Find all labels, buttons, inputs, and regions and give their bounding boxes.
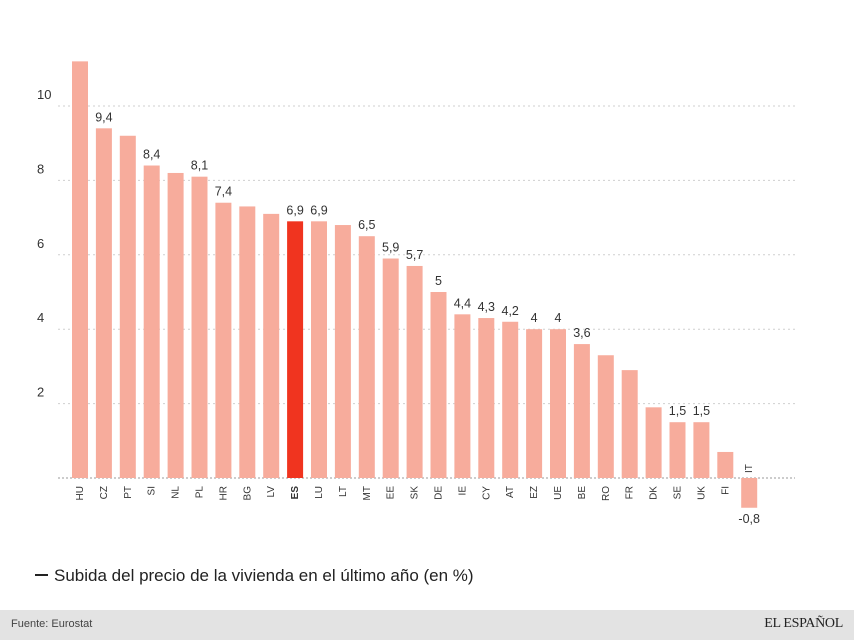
category-label: FI bbox=[720, 486, 731, 495]
category-label: DE bbox=[434, 486, 445, 500]
category-label: SI bbox=[147, 486, 158, 495]
category-label: IT bbox=[744, 464, 755, 473]
category-label: CY bbox=[481, 486, 492, 500]
bar-be bbox=[573, 344, 590, 478]
data-label: 9,4 bbox=[95, 110, 112, 124]
data-label: 6,9 bbox=[310, 203, 327, 217]
bar-ue bbox=[550, 329, 566, 478]
bar-uk bbox=[693, 422, 710, 478]
category-label: SK bbox=[410, 486, 421, 500]
category-label: LU bbox=[314, 486, 325, 499]
bar-lt bbox=[334, 225, 351, 478]
bar-fi bbox=[717, 451, 734, 478]
category-label: LT bbox=[338, 486, 349, 497]
bar-chart: 2 4 6 8 10 HU 9,4 CZ PT 8,4 SI NL 8,1 PL 7,4 HR BG LV 6,9 E… bbox=[37, 61, 795, 526]
legend-text: Subida del precio de la vivienda en el ú… bbox=[54, 566, 474, 585]
bar-cz bbox=[95, 128, 112, 478]
data-label: 4,4 bbox=[454, 296, 471, 310]
y-tick-label: 6 bbox=[37, 236, 44, 251]
category-label: EZ bbox=[529, 486, 540, 499]
chart-svg: 2 4 6 8 10 HU 9,4 CZ PT 8,4 SI NL 8,1 PL 7,4 HR BG LV 6,9 E… bbox=[37, 61, 795, 526]
bar-nl bbox=[167, 172, 184, 478]
bar-it bbox=[741, 478, 758, 508]
bar-lv bbox=[263, 213, 280, 478]
data-label: -0,8 bbox=[738, 512, 760, 526]
bar-dk bbox=[645, 407, 662, 478]
category-label: NL bbox=[171, 486, 182, 499]
category-label: AT bbox=[505, 486, 516, 498]
bar-fr bbox=[621, 370, 638, 478]
data-label: 6,9 bbox=[286, 203, 303, 217]
category-label: FR bbox=[625, 486, 636, 499]
bar-ee bbox=[382, 258, 399, 478]
bar-hu bbox=[72, 61, 88, 479]
bar-si bbox=[143, 165, 160, 478]
data-label: 4 bbox=[555, 311, 562, 325]
y-tick-label: 2 bbox=[37, 385, 44, 400]
source-note: Fuente: Eurostat bbox=[11, 618, 93, 630]
bar-hr bbox=[215, 202, 232, 478]
category-label: PT bbox=[123, 486, 134, 499]
bar-sk bbox=[406, 265, 423, 478]
bar-at bbox=[502, 321, 519, 478]
data-label: 5,7 bbox=[406, 248, 423, 262]
category-label: CZ bbox=[99, 486, 110, 499]
bar-ro bbox=[597, 355, 614, 478]
legend-dash-icon bbox=[35, 573, 48, 576]
data-label: 1,5 bbox=[669, 404, 686, 418]
data-label: 3,6 bbox=[573, 326, 590, 340]
data-label: 4,3 bbox=[478, 300, 495, 314]
y-tick-label: 10 bbox=[37, 87, 51, 102]
y-tick-label: 8 bbox=[37, 161, 44, 176]
bar-ie bbox=[454, 314, 471, 478]
bar-se bbox=[669, 422, 686, 478]
data-label: 4 bbox=[531, 311, 538, 325]
bar-de bbox=[430, 292, 447, 478]
bar-mt bbox=[358, 236, 375, 478]
category-label: BG bbox=[242, 486, 253, 501]
bar-es bbox=[287, 221, 304, 478]
category-label: PL bbox=[195, 486, 206, 499]
category-label: HU bbox=[75, 486, 86, 500]
data-label: 7,4 bbox=[215, 185, 232, 199]
bar-ez bbox=[526, 329, 543, 478]
category-label: SE bbox=[673, 486, 684, 500]
data-label: 8,1 bbox=[191, 159, 208, 173]
category-label: LV bbox=[266, 486, 277, 498]
data-label: 4,2 bbox=[502, 304, 519, 318]
y-tick-label: 4 bbox=[37, 310, 44, 325]
category-label: MT bbox=[362, 486, 373, 500]
bar-pl bbox=[191, 176, 208, 478]
category-label: BE bbox=[577, 486, 588, 500]
category-label: HR bbox=[218, 486, 229, 500]
data-label: 5,9 bbox=[382, 241, 399, 255]
bar-lu bbox=[311, 221, 327, 478]
bar-bg bbox=[239, 206, 256, 478]
category-label: ES bbox=[290, 486, 301, 500]
category-label: RO bbox=[601, 486, 612, 501]
category-label: DK bbox=[649, 486, 660, 500]
data-label: 6,5 bbox=[358, 218, 375, 232]
brand-logo: EL ESPAÑOL bbox=[764, 616, 843, 631]
data-label: 1,5 bbox=[693, 404, 710, 418]
data-label: 5 bbox=[435, 274, 442, 288]
category-label: UK bbox=[696, 486, 707, 500]
bar-cy bbox=[478, 318, 495, 478]
chart-legend: Subida del precio de la vivienda en el ú… bbox=[35, 566, 474, 586]
bar-pt bbox=[119, 135, 136, 478]
data-label: 8,4 bbox=[143, 148, 160, 162]
category-label: EE bbox=[386, 486, 397, 500]
footer-bar: Fuente: Eurostat EL ESPAÑOL bbox=[0, 610, 854, 640]
category-label: IE bbox=[457, 486, 468, 496]
category-label: UE bbox=[553, 486, 564, 500]
